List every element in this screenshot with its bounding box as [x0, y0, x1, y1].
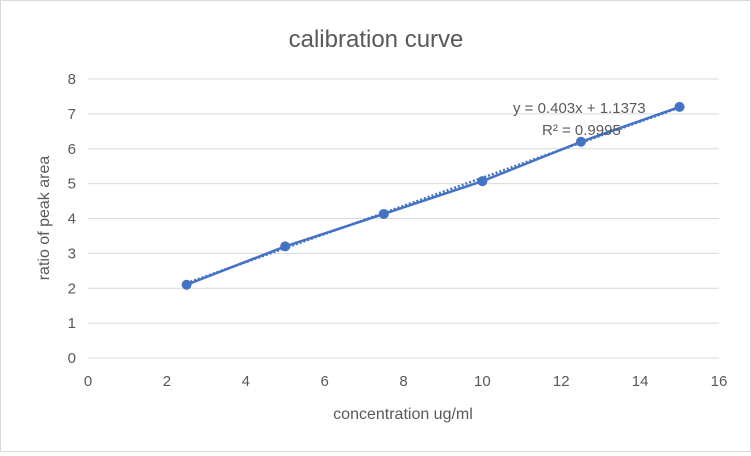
- trendline-equation: y = 0.403x + 1.1373: [513, 100, 646, 117]
- y-tick-label: 2: [68, 280, 76, 297]
- data-point: [674, 101, 685, 112]
- y-tick-label: 1: [68, 315, 76, 332]
- data-point: [181, 279, 192, 290]
- x-tick-label: 6: [320, 373, 328, 390]
- x-tick-label: 8: [399, 373, 407, 390]
- y-tick-label: 5: [68, 176, 76, 193]
- x-tick-label: 10: [474, 373, 491, 390]
- trendline-r-squared: R² = 0.9995: [542, 122, 621, 139]
- series-line: [186, 105, 680, 286]
- chart-title: calibration curve: [289, 26, 464, 53]
- x-tick-label: 14: [632, 373, 649, 390]
- y-axis-label: ratio of peak area: [36, 156, 53, 281]
- x-tick-label: 4: [242, 373, 250, 390]
- y-tick-label: 6: [68, 141, 76, 158]
- x-tick-label: 16: [711, 373, 728, 390]
- data-point: [280, 241, 291, 252]
- x-axis-label: concentration ug/ml: [333, 406, 473, 423]
- x-tick-label: 2: [163, 373, 171, 390]
- x-tick-label: 12: [553, 373, 570, 390]
- x-tick-label: 0: [84, 373, 92, 390]
- y-tick-label: 4: [68, 211, 76, 228]
- y-tick-label: 7: [68, 106, 76, 123]
- y-tick-label: 3: [68, 245, 76, 262]
- y-tick-label: 0: [68, 350, 76, 367]
- y-tick-label: 8: [68, 71, 76, 88]
- data-point: [575, 136, 586, 147]
- data-point: [477, 176, 488, 187]
- data-point: [378, 208, 389, 219]
